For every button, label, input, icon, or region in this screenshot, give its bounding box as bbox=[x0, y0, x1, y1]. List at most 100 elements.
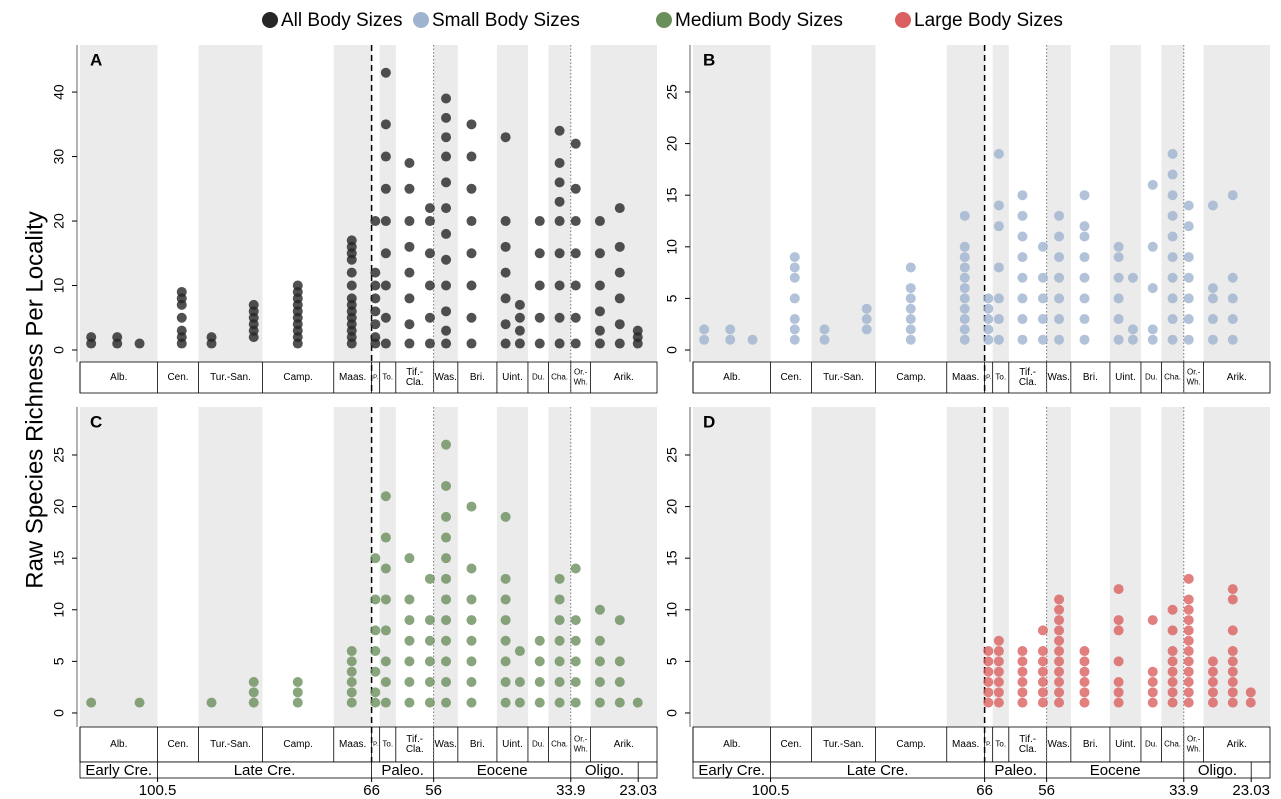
data-point bbox=[1183, 272, 1194, 283]
data-point bbox=[1054, 604, 1065, 615]
epoch-label: Oligo. bbox=[585, 762, 624, 779]
data-point bbox=[1017, 646, 1028, 657]
stage-band bbox=[693, 407, 771, 727]
data-point bbox=[1167, 272, 1178, 283]
data-point bbox=[1037, 272, 1048, 283]
data-point bbox=[1183, 697, 1194, 708]
data-point bbox=[380, 338, 391, 349]
data-point bbox=[594, 338, 605, 349]
data-point bbox=[1207, 656, 1218, 667]
data-point bbox=[514, 646, 525, 657]
stage-label: Wh. bbox=[1187, 745, 1201, 754]
data-point bbox=[514, 697, 525, 708]
data-point bbox=[1054, 334, 1065, 345]
data-point bbox=[1183, 687, 1194, 698]
data-point bbox=[112, 332, 123, 343]
data-point bbox=[993, 687, 1004, 698]
data-point bbox=[983, 677, 994, 688]
stage-band bbox=[1109, 407, 1141, 727]
data-point bbox=[1147, 687, 1158, 698]
data-point bbox=[699, 324, 710, 335]
stage-band bbox=[548, 407, 571, 727]
data-point bbox=[346, 666, 357, 677]
data-point bbox=[1017, 293, 1028, 304]
data-point bbox=[370, 666, 381, 677]
data-point bbox=[534, 248, 545, 259]
data-point bbox=[983, 303, 994, 314]
data-point bbox=[1017, 697, 1028, 708]
data-point bbox=[554, 338, 565, 349]
data-point bbox=[1113, 252, 1124, 263]
data-point bbox=[570, 635, 581, 646]
stage-label: Or.- bbox=[574, 735, 588, 744]
data-point bbox=[1079, 697, 1090, 708]
data-point bbox=[500, 241, 511, 252]
stage-label: Arik. bbox=[1227, 739, 1247, 750]
data-point bbox=[993, 697, 1004, 708]
data-point bbox=[1167, 169, 1178, 180]
data-point bbox=[861, 303, 872, 314]
data-point bbox=[905, 262, 916, 273]
data-point bbox=[370, 687, 381, 698]
data-point bbox=[1127, 324, 1138, 335]
data-point bbox=[747, 334, 758, 345]
data-point bbox=[1037, 646, 1048, 657]
stage-label: Camp. bbox=[896, 372, 925, 383]
data-point bbox=[1017, 666, 1028, 677]
stage-label: Tur.-San. bbox=[210, 739, 251, 750]
data-point bbox=[1207, 677, 1218, 688]
data-point bbox=[370, 319, 381, 330]
stage-band bbox=[1109, 45, 1141, 362]
data-point bbox=[441, 280, 452, 291]
data-point bbox=[1113, 615, 1124, 626]
stage-label: Tif.- bbox=[406, 734, 423, 745]
legend-label: Medium Body Sizes bbox=[675, 10, 843, 31]
data-point bbox=[466, 119, 477, 130]
data-point bbox=[404, 319, 415, 330]
epoch-label: Paleo. bbox=[994, 762, 1037, 779]
data-point bbox=[1017, 687, 1028, 698]
data-point bbox=[959, 262, 970, 273]
data-point bbox=[370, 646, 381, 657]
x-tick-label: 33.9 bbox=[556, 782, 585, 799]
data-point bbox=[500, 132, 511, 143]
data-point bbox=[441, 306, 452, 317]
data-point bbox=[500, 594, 511, 605]
data-point bbox=[346, 677, 357, 688]
data-point bbox=[441, 532, 452, 543]
data-point bbox=[1167, 314, 1178, 325]
data-point bbox=[1227, 584, 1238, 595]
data-point bbox=[1054, 666, 1065, 677]
data-point bbox=[500, 635, 511, 646]
stage-label: Wh. bbox=[574, 378, 588, 387]
data-point bbox=[1227, 677, 1238, 688]
data-point bbox=[554, 216, 565, 227]
data-point bbox=[514, 299, 525, 310]
data-point bbox=[959, 272, 970, 283]
data-point bbox=[404, 267, 415, 278]
data-point bbox=[380, 280, 391, 291]
data-point bbox=[1113, 584, 1124, 595]
data-point bbox=[441, 573, 452, 584]
x-tick-label: 23.03 bbox=[1232, 782, 1270, 799]
data-point bbox=[993, 666, 1004, 677]
data-point bbox=[1079, 677, 1090, 688]
data-point bbox=[1017, 677, 1028, 688]
data-point bbox=[514, 312, 525, 323]
data-point bbox=[1017, 314, 1028, 325]
data-point bbox=[554, 656, 565, 667]
data-point bbox=[1167, 666, 1178, 677]
data-point bbox=[1054, 210, 1065, 221]
data-point bbox=[441, 151, 452, 162]
data-point bbox=[500, 697, 511, 708]
stage-label: P. bbox=[986, 742, 991, 748]
data-point bbox=[370, 594, 381, 605]
data-point bbox=[441, 677, 452, 688]
data-point bbox=[1054, 656, 1065, 667]
data-point bbox=[594, 248, 605, 259]
data-point bbox=[1113, 241, 1124, 252]
data-point bbox=[570, 183, 581, 194]
data-point bbox=[424, 656, 435, 667]
data-point bbox=[959, 241, 970, 252]
data-point bbox=[404, 697, 415, 708]
